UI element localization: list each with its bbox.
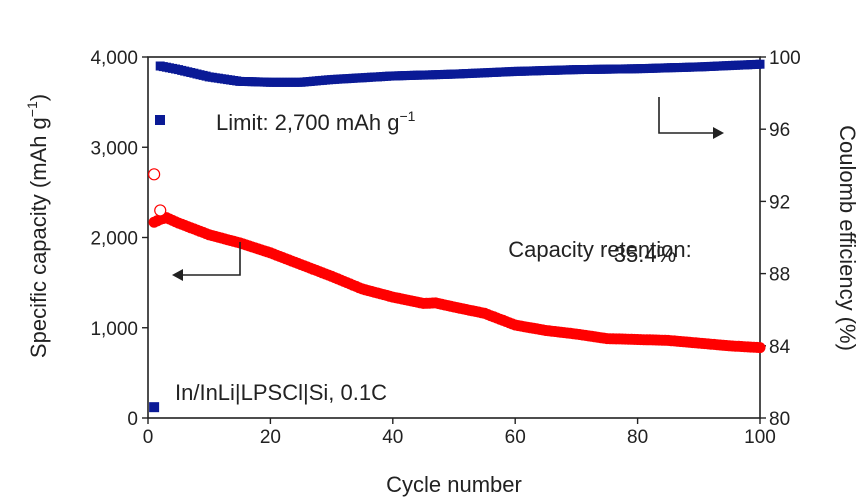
y-axis-left-title: Specific capacity (mAh g−1) xyxy=(24,94,51,358)
cell-annotation: In/InLi|LPSCl|Si, 0.1C xyxy=(175,380,387,405)
y-right-tick-label: 100 xyxy=(769,48,801,69)
x-tick-label: 100 xyxy=(744,427,776,448)
efficiency-first-cycle-point xyxy=(149,402,160,413)
left-axis-arrow-line xyxy=(182,242,241,276)
x-tick-label: 40 xyxy=(382,427,403,448)
right-axis-arrow xyxy=(658,97,724,139)
y-left-tick-label: 0 xyxy=(127,409,138,430)
legend-limit-marker xyxy=(155,115,165,125)
y-axis-right-title: Coulomb efficiency (%) xyxy=(835,125,860,351)
right-axis-arrow-line xyxy=(658,97,714,134)
x-tick-label: 80 xyxy=(627,427,648,448)
x-axis-title: Cycle number xyxy=(386,472,522,497)
x-tick-label: 0 xyxy=(143,427,154,448)
legend-limit-sup: −1 xyxy=(399,108,415,124)
y-right-tick-label: 92 xyxy=(769,192,790,213)
legend-limit-label: Limit: 2,700 mAh g−1 xyxy=(216,108,416,135)
y-axis-left-title-sup: −1 xyxy=(24,101,40,117)
y-right-tick-label: 84 xyxy=(769,337,791,358)
capacity-charge-point xyxy=(154,204,167,217)
y-axis-left-title-main: Specific capacity (mAh g xyxy=(26,117,51,358)
retention-annotation-line2: 35.4% xyxy=(614,242,676,267)
retention-annotation-line1: Capacity retention: xyxy=(508,237,691,262)
y-left-tick-label: 2,000 xyxy=(90,229,138,250)
x-tick-label: 60 xyxy=(505,427,526,448)
y-left-tick-label: 4,000 xyxy=(90,48,138,69)
left-axis-arrow-head xyxy=(172,269,183,281)
series-layer xyxy=(148,59,766,413)
y-axis-left-title-close: ) xyxy=(26,94,51,101)
y-left-tick-label: 1,000 xyxy=(90,319,138,340)
y-right-tick-label: 88 xyxy=(769,265,790,286)
capacity-charge-point xyxy=(148,168,161,181)
y-right-tick-label: 96 xyxy=(769,120,790,141)
axes-layer: 0 20 40 60 80 10001,0002,0003,0004,0008084889… xyxy=(90,48,800,448)
capacity-discharge-point xyxy=(754,342,766,354)
left-axis-arrow xyxy=(172,242,241,281)
right-axis-arrow-head xyxy=(713,127,724,139)
efficiency-point xyxy=(755,59,765,69)
y-right-tick-label: 80 xyxy=(769,409,790,430)
legend-limit-text: Limit: 2,700 mAh g xyxy=(216,110,399,135)
y-left-tick-label: 3,000 xyxy=(90,138,138,159)
text-layer: Cycle number Specific capacity (mAh g−1)… xyxy=(24,94,860,497)
x-tick-label: 20 xyxy=(260,427,281,448)
